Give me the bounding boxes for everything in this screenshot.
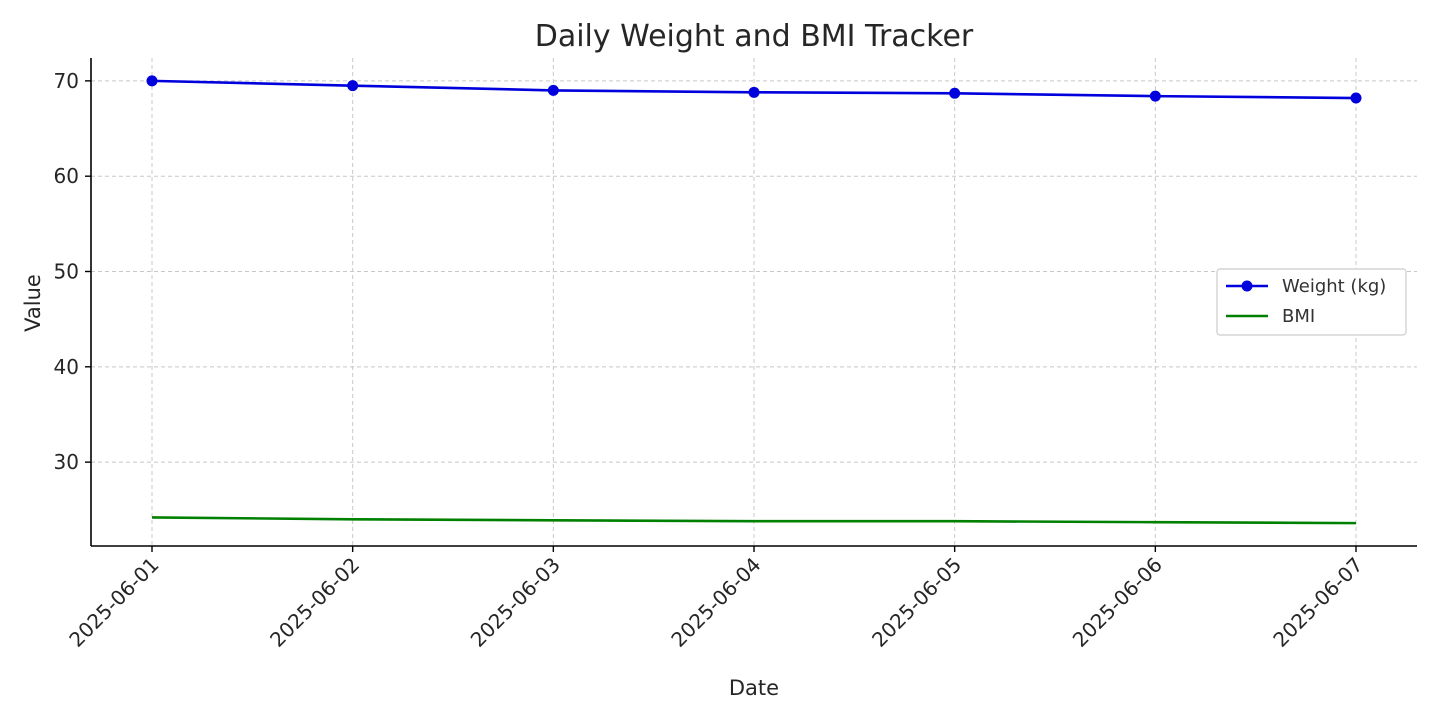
series-layer bbox=[146, 75, 1362, 525]
grid bbox=[91, 58, 1417, 546]
chart-title: Daily Weight and BMI Tracker bbox=[535, 19, 974, 54]
legend-weight-label: Weight (kg) bbox=[1282, 276, 1386, 297]
weight-point bbox=[748, 86, 760, 98]
weight-point bbox=[347, 80, 359, 92]
weight-point bbox=[1350, 92, 1362, 104]
axes: 30 40 50 60 70 2025-06-01 2025-06-02 2025-06-03… bbox=[54, 58, 1417, 652]
y-tick-label: 70 bbox=[54, 69, 79, 93]
y-tick-label: 60 bbox=[54, 164, 79, 188]
legend-bmi-label: BMI bbox=[1282, 306, 1315, 327]
y-tick-label: 40 bbox=[54, 355, 79, 379]
y-tick-label: 50 bbox=[54, 260, 79, 284]
legend-weight-marker bbox=[1241, 280, 1253, 292]
x-axis-label: Date bbox=[729, 676, 779, 700]
weight-point bbox=[949, 87, 961, 99]
weight-point bbox=[547, 84, 559, 96]
weight-point bbox=[1149, 90, 1161, 102]
y-axis-label: Value bbox=[21, 274, 45, 332]
x-tick-label: 2025-06-02 bbox=[265, 553, 364, 652]
weight-point bbox=[146, 75, 158, 87]
x-tick-label: 2025-06-03 bbox=[466, 553, 565, 652]
x-tick-label: 2025-06-04 bbox=[666, 553, 765, 652]
y-tick-label: 30 bbox=[54, 450, 79, 474]
x-tick-label: 2025-06-05 bbox=[867, 553, 966, 652]
bmi-line bbox=[151, 516, 1357, 525]
x-tick-label: 2025-06-07 bbox=[1268, 553, 1367, 652]
x-tick-label: 2025-06-06 bbox=[1068, 553, 1167, 652]
x-tick-label: 2025-06-01 bbox=[64, 553, 163, 652]
legend: Weight (kg) BMI bbox=[1216, 268, 1407, 336]
